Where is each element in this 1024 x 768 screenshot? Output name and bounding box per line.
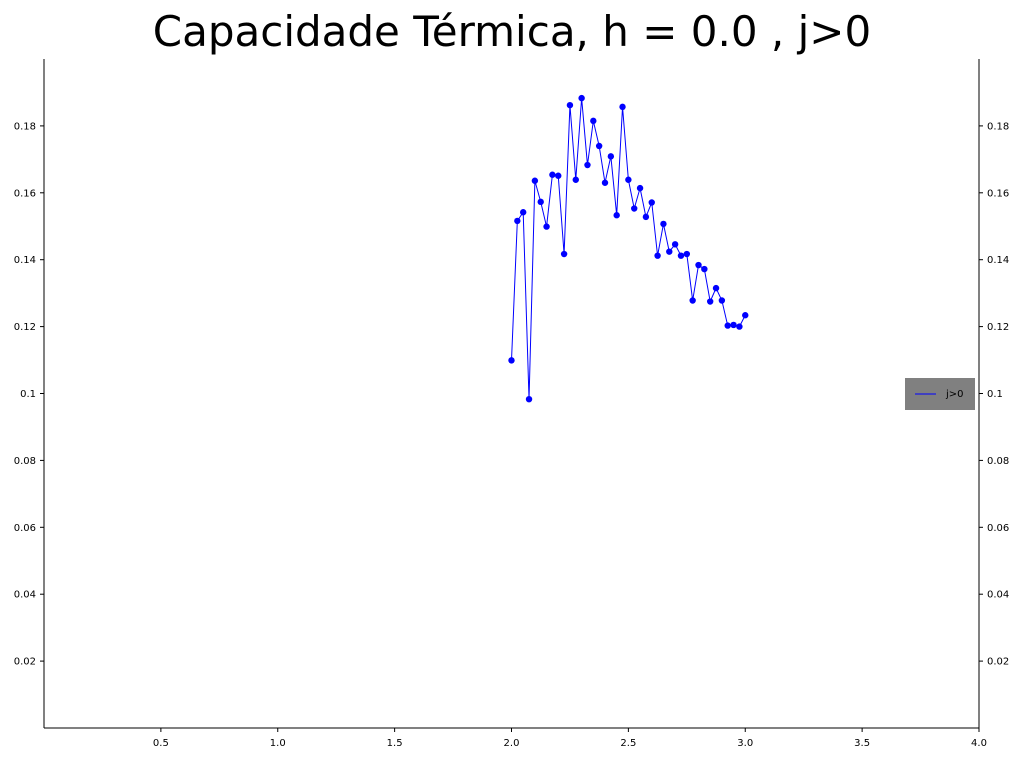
data-point — [648, 199, 655, 206]
y-tick-label-left: 0.04 — [14, 590, 36, 601]
data-point — [572, 176, 579, 183]
data-point — [555, 172, 562, 179]
data-point — [695, 261, 702, 269]
data-point — [595, 142, 603, 150]
series-group — [508, 94, 749, 403]
data-point — [742, 312, 749, 319]
y-tick-label-left: 0.02 — [14, 657, 36, 668]
y-tick-label-left: 0.18 — [14, 121, 36, 132]
data-point — [706, 298, 714, 305]
data-point — [631, 205, 638, 212]
data-point — [671, 241, 679, 248]
data-point — [549, 171, 556, 178]
y-tick-label-left: 0.12 — [14, 322, 36, 333]
y-tick-label-right: 0.14 — [987, 255, 1009, 266]
y-tick-label-right: 0.1 — [987, 389, 1003, 400]
data-point — [730, 321, 737, 329]
data-point — [566, 101, 574, 109]
data-point — [683, 250, 691, 258]
data-point — [642, 213, 650, 221]
data-point — [712, 284, 720, 292]
y-tick-label-left: 0.16 — [14, 188, 36, 199]
x-tick-label: 3.0 — [737, 738, 753, 749]
y-tick-label-right: 0.06 — [987, 523, 1009, 534]
data-point — [619, 103, 626, 111]
data-point — [689, 297, 696, 304]
data-point — [701, 265, 708, 273]
data-point — [613, 212, 620, 219]
data-point — [625, 176, 632, 183]
data-point — [514, 217, 521, 225]
data-point — [531, 177, 539, 184]
y-tick-label-right: 0.18 — [987, 121, 1009, 132]
y-tick-label-left: 0.06 — [14, 523, 36, 534]
data-point — [590, 117, 597, 125]
y-tick-label-right: 0.16 — [987, 188, 1009, 199]
data-point — [736, 323, 743, 330]
x-tick-label: 3.5 — [854, 738, 870, 749]
y-tick-label-right: 0.08 — [987, 456, 1009, 467]
x-axis-ticks: 0.5 1.0 1.5 2.0 2.5 3.0 3.5 4.0 — [153, 728, 987, 749]
y-tick-label-left: 0.1 — [20, 389, 36, 400]
series-line — [511, 98, 746, 400]
y-tick-label-right: 0.12 — [987, 322, 1009, 333]
x-tick-label: 1.0 — [270, 738, 286, 749]
chart-title: Capacidade Térmica, h = 0.0 , j>0 — [153, 7, 871, 56]
y-tick-label-left: 0.14 — [14, 255, 36, 266]
data-point — [718, 297, 726, 304]
data-point — [601, 179, 609, 186]
x-tick-label: 2.5 — [620, 738, 636, 749]
data-point — [525, 395, 533, 403]
x-tick-label: 0.5 — [153, 738, 169, 749]
data-point — [543, 223, 550, 230]
y-tick-label-right: 0.04 — [987, 590, 1009, 601]
data-point — [607, 153, 615, 160]
x-tick-label: 2.0 — [504, 738, 520, 749]
data-point — [636, 184, 644, 192]
legend-label: j>0 — [945, 389, 964, 400]
data-point — [584, 161, 591, 169]
data-point — [724, 322, 731, 329]
y-axis-ticks-left: 0.02 0.04 0.06 0.08 0.1 0.12 0.14 0.16 0.18 — [14, 121, 44, 668]
data-point — [578, 94, 585, 102]
data-point — [666, 248, 673, 255]
data-point — [519, 209, 527, 216]
data-point — [560, 250, 568, 258]
x-tick-label: 4.0 — [971, 738, 987, 749]
y-axis-ticks-right: 0.02 0.04 0.06 0.08 0.1 0.12 0.14 0.16 0.18 — [979, 121, 1009, 668]
legend: j>0 — [905, 378, 975, 410]
y-tick-label-left: 0.08 — [14, 456, 36, 467]
data-point — [677, 252, 685, 259]
data-point — [508, 357, 515, 364]
y-tick-label-right: 0.02 — [987, 657, 1009, 668]
data-point — [537, 198, 544, 206]
data-point — [654, 252, 661, 259]
data-point — [660, 220, 667, 228]
x-tick-label: 1.5 — [387, 738, 403, 749]
